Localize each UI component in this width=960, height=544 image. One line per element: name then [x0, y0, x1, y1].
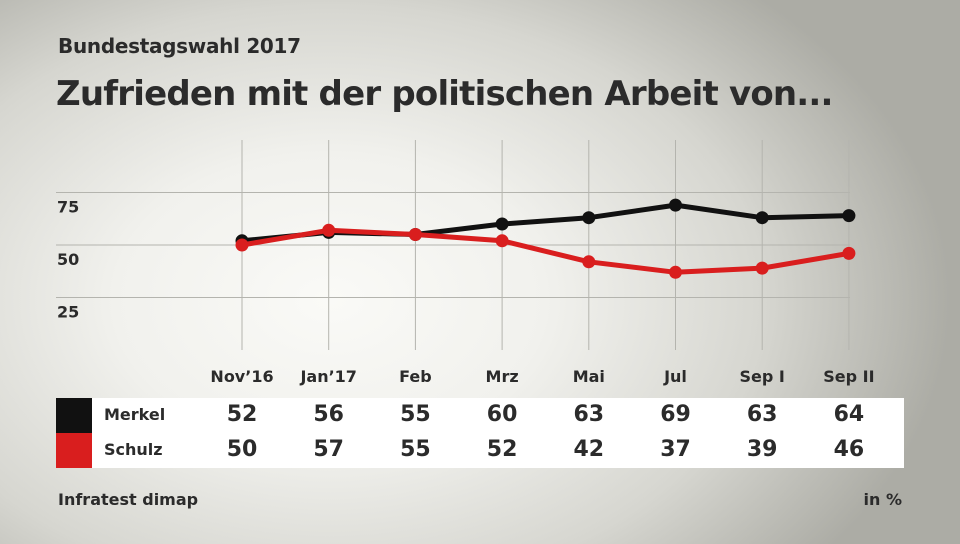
table-cell-merkel: 63	[746, 402, 778, 427]
data-table: Merkel 52 56 55 60 63 69 63 64 Schulz 50 57 55 52 4…	[56, 398, 904, 468]
table-cell-merkel: 55	[400, 402, 431, 427]
series-line-schulz	[239, 227, 852, 275]
table-cell-merkel: 69	[660, 402, 691, 427]
x-tick-label: Mrz	[486, 367, 519, 386]
table-cell-merkel: 64	[833, 402, 865, 427]
source-label: Infratest dimap	[58, 490, 199, 509]
legend-swatch-merkel	[56, 398, 92, 433]
table-cell-schulz: 42	[573, 437, 605, 462]
data-point-schulz	[322, 223, 336, 237]
table-cell-merkel: 52	[226, 402, 258, 427]
table-cell-schulz: 52	[486, 437, 518, 462]
data-point-merkel	[842, 209, 856, 223]
data-point-schulz	[408, 228, 422, 241]
chart-subtitle: Bundestagswahl 2017	[58, 34, 301, 58]
data-point-schulz	[842, 246, 856, 260]
y-tick-label: 75	[57, 198, 79, 217]
x-tick-label: Mai	[573, 367, 605, 386]
data-point-merkel	[669, 198, 682, 212]
x-tick-label: Sep I	[740, 367, 785, 386]
data-point-schulz	[495, 234, 509, 248]
table-cell-schulz: 50	[226, 437, 258, 462]
y-tick-label: 25	[57, 303, 79, 322]
data-point-merkel	[755, 211, 769, 225]
legend-label-merkel: Merkel	[104, 405, 166, 424]
data-point-schulz	[755, 261, 769, 275]
x-tick-label: Jan’17	[299, 367, 356, 386]
y-tick-label: 50	[57, 250, 79, 269]
data-point-schulz	[669, 265, 682, 279]
table-cell-merkel: 63	[573, 402, 605, 427]
legend-label-schulz: Schulz	[104, 440, 163, 459]
table-row-schulz: Schulz 50 57 55 52 42 37 39 46	[56, 433, 904, 468]
table-cell-schulz: 57	[313, 437, 344, 462]
line-chart: 25 50 75 Nov’16 Jan’17 Feb Mrz Mai Jul Sep I Sep …	[56, 140, 875, 386]
data-point-schulz	[235, 238, 249, 252]
x-tick-label: Feb	[399, 367, 432, 386]
table-cell-schulz: 55	[400, 437, 431, 462]
table-cell-schulz: 37	[660, 437, 691, 462]
x-tick-label: Sep II	[823, 367, 874, 386]
data-point-merkel	[582, 211, 596, 225]
x-tick-label: Nov’16	[210, 367, 273, 386]
chart-title: Zufrieden mit der politischen Arbeit von…	[56, 74, 833, 114]
table-cell-schulz: 39	[746, 437, 778, 462]
table-cell-merkel: 60	[486, 402, 518, 427]
table-cell-merkel: 56	[313, 402, 344, 427]
unit-label: in %	[863, 490, 902, 509]
legend-swatch-schulz	[56, 433, 92, 468]
table-cell-schulz: 46	[833, 437, 865, 462]
x-tick-label: Jul	[663, 367, 687, 386]
data-point-schulz	[582, 255, 596, 269]
table-row-merkel: Merkel 52 56 55 60 63 69 63 64	[56, 398, 904, 433]
data-point-merkel	[495, 217, 509, 231]
